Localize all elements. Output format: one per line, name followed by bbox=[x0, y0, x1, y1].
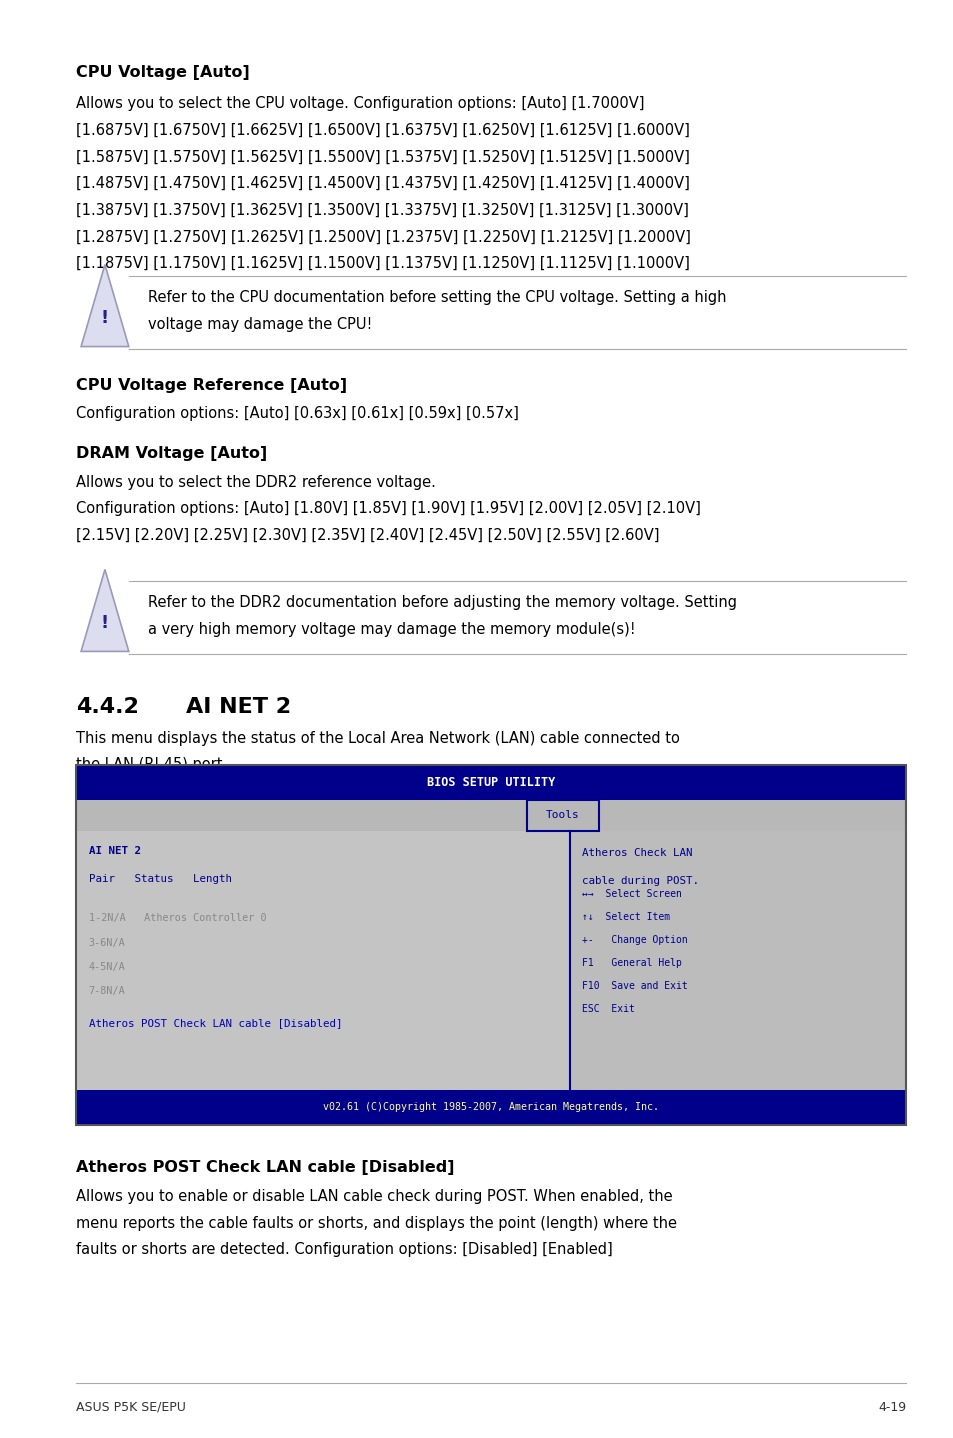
Text: ESC  Exit: ESC Exit bbox=[581, 1004, 634, 1014]
Text: Tools: Tools bbox=[545, 811, 579, 820]
Text: 4-19: 4-19 bbox=[878, 1401, 905, 1414]
Text: [1.3875V] [1.3750V] [1.3625V] [1.3500V] [1.3375V] [1.3250V] [1.3125V] [1.3000V]: [1.3875V] [1.3750V] [1.3625V] [1.3500V] … bbox=[76, 203, 688, 217]
Text: the LAN (RJ-45) port.: the LAN (RJ-45) port. bbox=[76, 758, 228, 772]
Text: Configuration options: [Auto] [0.63x] [0.61x] [0.59x] [0.57x]: Configuration options: [Auto] [0.63x] [0… bbox=[76, 406, 518, 420]
Bar bbox=[76, 765, 905, 1125]
Text: Allows you to select the DDR2 reference voltage.: Allows you to select the DDR2 reference … bbox=[76, 475, 436, 489]
Bar bbox=[76, 831, 570, 1090]
Text: Pair   Status   Length: Pair Status Length bbox=[89, 874, 232, 884]
Text: [1.2875V] [1.2750V] [1.2625V] [1.2500V] [1.2375V] [1.2250V] [1.2125V] [1.2000V]: [1.2875V] [1.2750V] [1.2625V] [1.2500V] … bbox=[76, 229, 691, 244]
Text: Allows you to select the CPU voltage. Configuration options: [Auto] [1.7000V]: Allows you to select the CPU voltage. Co… bbox=[76, 96, 644, 111]
Bar bbox=[76, 765, 905, 800]
Bar bbox=[570, 831, 905, 1090]
Text: AI NET 2: AI NET 2 bbox=[186, 697, 291, 718]
Text: F10  Save and Exit: F10 Save and Exit bbox=[581, 981, 686, 991]
Text: 4.4.2: 4.4.2 bbox=[76, 697, 139, 718]
Text: [1.4875V] [1.4750V] [1.4625V] [1.4500V] [1.4375V] [1.4250V] [1.4125V] [1.4000V]: [1.4875V] [1.4750V] [1.4625V] [1.4500V] … bbox=[76, 175, 689, 191]
Bar bbox=[526, 800, 598, 831]
Text: Refer to the CPU documentation before setting the CPU voltage. Setting a high: Refer to the CPU documentation before se… bbox=[148, 290, 725, 305]
Text: !: ! bbox=[101, 614, 109, 631]
Text: CPU Voltage Reference [Auto]: CPU Voltage Reference [Auto] bbox=[76, 378, 347, 393]
Text: !: ! bbox=[101, 309, 109, 326]
Bar bbox=[76, 1090, 905, 1125]
Bar bbox=[76, 800, 905, 831]
Text: AI NET 2: AI NET 2 bbox=[89, 846, 141, 856]
Text: +-   Change Option: +- Change Option bbox=[581, 935, 686, 945]
Text: Allows you to enable or disable LAN cable check during POST. When enabled, the: Allows you to enable or disable LAN cabl… bbox=[76, 1189, 672, 1204]
Text: F1   General Help: F1 General Help bbox=[581, 958, 680, 968]
Bar bbox=[76, 765, 905, 1125]
Polygon shape bbox=[81, 569, 129, 651]
Text: Atheros POST Check LAN cable [Disabled]: Atheros POST Check LAN cable [Disabled] bbox=[89, 1018, 342, 1028]
Text: ↑↓  Select Item: ↑↓ Select Item bbox=[581, 912, 669, 922]
Text: 3-6N/A: 3-6N/A bbox=[89, 938, 126, 948]
Text: a very high memory voltage may damage the memory module(s)!: a very high memory voltage may damage th… bbox=[148, 621, 635, 637]
Text: [1.5875V] [1.5750V] [1.5625V] [1.5500V] [1.5375V] [1.5250V] [1.5125V] [1.5000V]: [1.5875V] [1.5750V] [1.5625V] [1.5500V] … bbox=[76, 150, 689, 164]
Text: ASUS P5K SE/EPU: ASUS P5K SE/EPU bbox=[76, 1401, 186, 1414]
Text: 4-5N/A: 4-5N/A bbox=[89, 962, 126, 972]
Text: Refer to the DDR2 documentation before adjusting the memory voltage. Setting: Refer to the DDR2 documentation before a… bbox=[148, 595, 736, 610]
Text: ↔→  Select Screen: ↔→ Select Screen bbox=[581, 889, 680, 899]
Text: faults or shorts are detected. Configuration options: [Disabled] [Enabled]: faults or shorts are detected. Configura… bbox=[76, 1242, 613, 1257]
Text: 7-8N/A: 7-8N/A bbox=[89, 986, 126, 997]
Text: BIOS SETUP UTILITY: BIOS SETUP UTILITY bbox=[427, 775, 555, 789]
Text: [2.15V] [2.20V] [2.25V] [2.30V] [2.35V] [2.40V] [2.45V] [2.50V] [2.55V] [2.60V]: [2.15V] [2.20V] [2.25V] [2.30V] [2.35V] … bbox=[76, 528, 659, 542]
Text: [1.1875V] [1.1750V] [1.1625V] [1.1500V] [1.1375V] [1.1250V] [1.1125V] [1.1000V]: [1.1875V] [1.1750V] [1.1625V] [1.1500V] … bbox=[76, 256, 689, 270]
Text: This menu displays the status of the Local Area Network (LAN) cable connected to: This menu displays the status of the Loc… bbox=[76, 731, 679, 745]
Text: v02.61 (C)Copyright 1985-2007, American Megatrends, Inc.: v02.61 (C)Copyright 1985-2007, American … bbox=[323, 1103, 659, 1112]
Text: voltage may damage the CPU!: voltage may damage the CPU! bbox=[148, 318, 372, 332]
Text: 1-2N/A   Atheros Controller 0: 1-2N/A Atheros Controller 0 bbox=[89, 913, 266, 923]
Text: menu reports the cable faults or shorts, and displays the point (length) where t: menu reports the cable faults or shorts,… bbox=[76, 1217, 677, 1231]
Text: CPU Voltage [Auto]: CPU Voltage [Auto] bbox=[76, 65, 250, 79]
Text: cable during POST.: cable during POST. bbox=[581, 876, 698, 886]
Polygon shape bbox=[81, 265, 129, 347]
Text: Atheros Check LAN: Atheros Check LAN bbox=[581, 848, 691, 858]
Text: [1.6875V] [1.6750V] [1.6625V] [1.6500V] [1.6375V] [1.6250V] [1.6125V] [1.6000V]: [1.6875V] [1.6750V] [1.6625V] [1.6500V] … bbox=[76, 122, 689, 138]
Text: Atheros POST Check LAN cable [Disabled]: Atheros POST Check LAN cable [Disabled] bbox=[76, 1160, 455, 1175]
Text: Configuration options: [Auto] [1.80V] [1.85V] [1.90V] [1.95V] [2.00V] [2.05V] [2: Configuration options: [Auto] [1.80V] [1… bbox=[76, 500, 700, 516]
Text: DRAM Voltage [Auto]: DRAM Voltage [Auto] bbox=[76, 446, 267, 460]
